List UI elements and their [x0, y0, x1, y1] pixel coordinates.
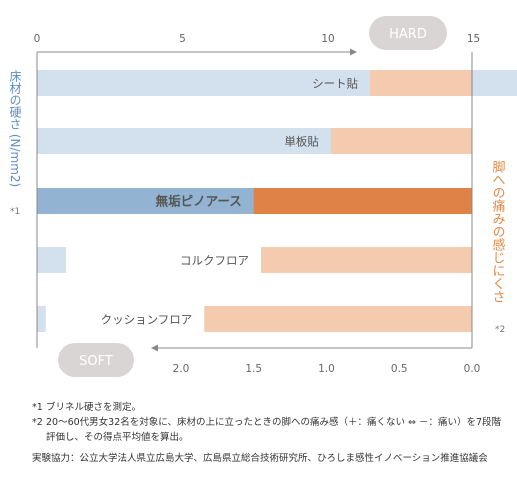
pain-bar — [204, 306, 472, 332]
pain-tick-label: 1.0 — [318, 363, 335, 375]
hard-pill: HARD — [369, 16, 447, 50]
footnote-1: *1 ブリネル硬さを測定。 — [32, 400, 502, 415]
pain-tick-label: 1.5 — [245, 363, 262, 375]
category-label: 単板貼 — [284, 135, 319, 149]
hardness-tick-label: 5 — [179, 33, 186, 45]
ticks-group: 051015202.01.51.00.50.0 — [34, 33, 481, 375]
pain-bar — [330, 128, 472, 154]
hardness-bar — [37, 247, 67, 273]
pain-tick-label: 0.5 — [391, 363, 408, 375]
pain-tick-label: 0.0 — [464, 363, 481, 375]
pain-bar — [253, 188, 472, 214]
category-label: シート貼 — [312, 77, 358, 91]
pain-tick-label: 2.0 — [173, 363, 190, 375]
soft-pill: SOFT — [58, 343, 134, 377]
pain-bar — [370, 70, 472, 96]
pain-bar — [261, 247, 472, 273]
hard-pill-shape — [369, 16, 447, 50]
hardness-tick-label: 15 — [467, 33, 480, 45]
hardness-tick-label: 10 — [321, 33, 334, 45]
soft-arrow-head — [151, 344, 158, 352]
hardness-bar — [37, 306, 46, 332]
hardness-axis-label: 床材の硬さ (N/mm2) — [8, 70, 22, 188]
hardness-tick-label: 0 — [34, 33, 41, 45]
soft-pill-shape — [58, 343, 134, 377]
category-label: コルクフロア — [180, 254, 249, 268]
footnote-1-text: ブリネル硬さを測定。 — [46, 402, 142, 413]
axes-group — [36, 48, 473, 352]
category-label: 無垢ピノアース — [156, 194, 242, 209]
hardness-axis-note: *1 — [10, 207, 20, 217]
hardness-bar — [37, 128, 352, 154]
footnote-1-mark: *1 — [32, 402, 43, 413]
category-label: クッションフロア — [101, 313, 193, 327]
footnote-2-text: 20～60代男女32名を対象に、床材の上に立ったときの脚への痛み感（＋：痛くない… — [46, 417, 502, 443]
credit-text: 実験協力：公立大学法人県立広島大学、広島県立総合技術研究所、ひろしま感性イノベー… — [32, 453, 488, 464]
footnotes: *1 ブリネル硬さを測定。 *2 20～60代男女32名を対象に、床材の上に立っ… — [32, 400, 502, 466]
hard-arrow-head — [350, 48, 357, 56]
soft-pill-label: SOFT — [79, 354, 113, 369]
hard-pill-label: HARD — [389, 27, 427, 42]
pain-axis-note: *2 — [495, 325, 505, 335]
footnote-2-mark: *2 — [32, 417, 43, 428]
footnote-2: *2 20～60代男女32名を対象に、床材の上に立ったときの脚への痛み感（＋：痛… — [32, 415, 502, 445]
pain-axis-label: 脚への痛みの感じにくさ — [490, 159, 506, 303]
hardness-bar — [37, 188, 262, 214]
